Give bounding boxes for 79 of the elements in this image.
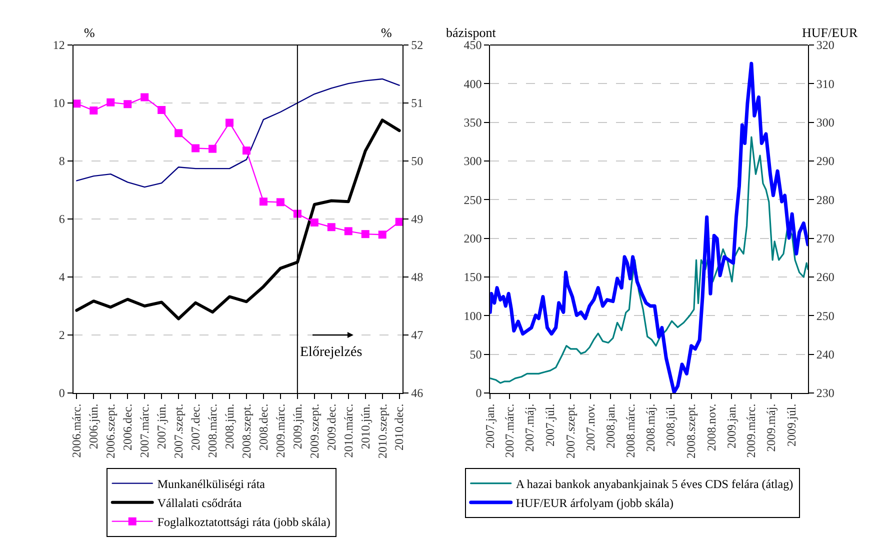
y-tick-label: 12 xyxy=(52,38,65,52)
x-tick-label: 2007.márc. xyxy=(502,404,516,458)
y2-tick-label: 250 xyxy=(816,308,834,323)
y2-tick-label: 50 xyxy=(411,154,424,168)
x-tick-label: 2008.nov. xyxy=(704,404,718,452)
x-tick-label: 2009.jún. xyxy=(290,404,304,450)
legend-label: HUF/EUR árfolyam (jobb skála) xyxy=(516,496,674,510)
legend-label: Munkanélküliségi ráta xyxy=(157,477,266,491)
y-tick-label: 8 xyxy=(58,154,65,168)
x-tick-label: 2007.máj. xyxy=(522,404,537,452)
x-tick-label: 2008.szept. xyxy=(239,404,254,458)
x-tick-label: 2010.szept. xyxy=(375,404,390,458)
y2-tick-label: 310 xyxy=(816,76,834,91)
x-tick-label: 2010.jún. xyxy=(358,404,372,450)
y2-tick-label: 290 xyxy=(816,154,834,168)
y-tick-label: 100 xyxy=(464,308,482,323)
y2-tick-label: 52 xyxy=(411,38,424,52)
y-tick-label: 2 xyxy=(58,328,65,342)
y-tick-label: 4 xyxy=(58,270,65,284)
x-tick-label: 2007.jan. xyxy=(482,404,497,448)
x-tick-label: 2009.júl. xyxy=(784,404,798,446)
x-tick-label: 2008.júl. xyxy=(664,404,678,446)
y2-tick-label: 51 xyxy=(411,96,424,110)
x-tick-label: 2007.szept. xyxy=(171,404,186,458)
y2-tick-label: 300 xyxy=(816,116,834,130)
x-tick-label: 2007.szept. xyxy=(563,404,578,458)
y2-tick-label: 240 xyxy=(816,348,834,362)
y2-axis-title: % xyxy=(381,25,392,40)
y-tick-label: 6 xyxy=(58,212,65,226)
y2-tick-label: 49 xyxy=(411,212,424,226)
y2-tick-label: 260 xyxy=(816,270,834,284)
y-axis-title: % xyxy=(84,25,95,40)
y2-tick-label: 320 xyxy=(816,38,834,52)
x-tick-label: 2010.márc. xyxy=(341,404,356,458)
y2-axis-title: HUF/EUR xyxy=(802,25,858,40)
y2-tick-label: 46 xyxy=(411,386,424,400)
x-tick-label: 2009.szept. xyxy=(307,404,322,458)
x-tick-label: 2007.jún. xyxy=(154,404,168,450)
x-tick-label: 2008.jan. xyxy=(604,404,618,448)
y-tick-label: 300 xyxy=(464,154,482,168)
legend-label: Vállalati csődráta xyxy=(157,496,242,510)
x-tick-label: 2009.jan. xyxy=(724,404,739,448)
x-tick-label: 2007.júl. xyxy=(542,404,557,446)
y-axis-title: bázispont xyxy=(446,25,496,40)
x-tick-label: 2009.dec. xyxy=(324,404,338,450)
legend-label: A hazai bankok anyabankjainak 5 éves CDS felára (átlag) xyxy=(516,477,794,491)
y2-tick-label: 230 xyxy=(816,386,834,400)
x-tick-label: 2006.jún. xyxy=(86,404,101,450)
y-tick-label: 0 xyxy=(58,386,65,400)
x-tick-label: 2007.márc. xyxy=(137,404,152,458)
y-tick-label: 400 xyxy=(464,76,482,91)
x-tick-label: 2006.márc. xyxy=(70,404,84,458)
x-tick-label: 2006.dec. xyxy=(120,404,135,450)
y-tick-label: 10 xyxy=(52,96,65,110)
x-tick-label: 2007.dec. xyxy=(188,404,202,450)
y-tick-label: 200 xyxy=(464,232,482,246)
annotation: Előrejelzés xyxy=(300,345,362,360)
x-tick-label: 2008.szept. xyxy=(684,404,698,458)
y2-tick-label: 270 xyxy=(816,232,834,246)
legend-label: Foglalkoztatottsági ráta (jobb skála) xyxy=(157,515,330,529)
x-tick-label: 2009.márc. xyxy=(744,404,758,458)
y-tick-label: 150 xyxy=(464,270,482,284)
x-tick-label: 2007.nov. xyxy=(583,404,598,452)
y-tick-label: 50 xyxy=(470,348,482,362)
y2-tick-label: 47 xyxy=(411,328,424,342)
x-tick-label: 2008.márc. xyxy=(205,404,220,458)
x-tick-label: 2008.jún. xyxy=(222,404,236,450)
x-tick-label: 2008.máj. xyxy=(644,404,658,452)
x-tick-label: 2010.dec. xyxy=(392,404,406,450)
y-tick-label: 0 xyxy=(476,386,482,400)
y-tick-label: 350 xyxy=(464,116,482,130)
y2-tick-label: 48 xyxy=(411,270,424,284)
x-tick-label: 2006.szept. xyxy=(104,404,118,458)
x-tick-label: 2009.máj. xyxy=(764,404,778,452)
y2-tick-label: 280 xyxy=(816,192,834,207)
y-tick-label: 250 xyxy=(464,192,482,207)
x-tick-label: 2008.dec. xyxy=(256,404,270,450)
x-tick-label: 2008.márc. xyxy=(623,404,638,458)
x-tick-label: 2009.márc. xyxy=(273,404,288,458)
